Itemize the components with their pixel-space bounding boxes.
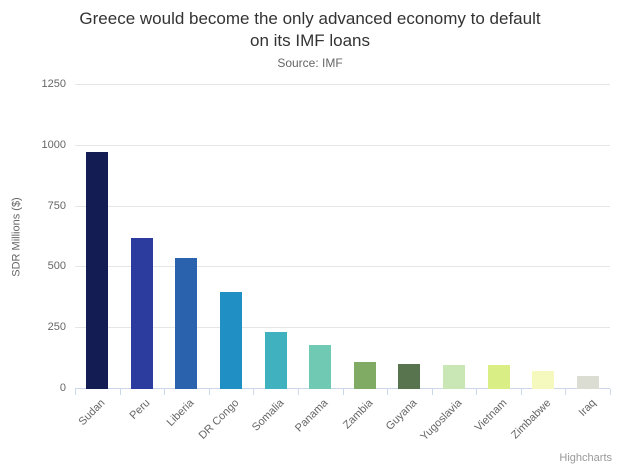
x-axis-tick — [209, 389, 210, 395]
bar-panama[interactable] — [309, 345, 332, 389]
x-axis-line — [75, 388, 610, 389]
bar-yugoslavia[interactable] — [442, 365, 465, 389]
x-axis-tick — [343, 389, 344, 395]
x-axis-tick — [120, 389, 121, 395]
gridline — [75, 205, 610, 207]
y-axis-title: SDR Millions ($) — [11, 197, 23, 277]
chart-title-line2: on its IMF loans — [250, 31, 370, 50]
gridline — [75, 144, 610, 146]
x-axis-tick — [387, 389, 388, 395]
x-axis-tick — [610, 389, 611, 395]
x-axis-tick — [253, 389, 254, 395]
bar-sudan[interactable] — [86, 152, 109, 389]
y-tick-label: 250 — [47, 321, 66, 334]
y-tick-label: 1250 — [41, 78, 66, 90]
gridline — [75, 327, 610, 329]
bar-liberia[interactable] — [175, 258, 198, 389]
x-axis-tick — [521, 389, 522, 395]
x-axis-tick — [164, 389, 165, 395]
bar-dr-congo[interactable] — [220, 292, 243, 389]
chart-subtitle: Source: IMF — [277, 56, 343, 70]
chart-title: Greece would become the only advanced ec… — [0, 8, 620, 52]
x-axis-tick — [476, 389, 477, 395]
x-axis-tick — [432, 389, 433, 395]
bar-zimbabwe[interactable] — [532, 371, 555, 389]
bar-somalia[interactable] — [264, 332, 287, 389]
x-axis-tick — [75, 389, 76, 395]
chart-title-line1: Greece would become the only advanced ec… — [79, 9, 541, 28]
y-tick-label: 1000 — [41, 138, 66, 151]
bar-iraq[interactable] — [576, 376, 599, 389]
bar-zambia[interactable] — [353, 362, 376, 389]
y-tick-label: 0 — [59, 382, 66, 394]
x-axis-tick — [565, 389, 566, 395]
bar-guyana[interactable] — [398, 364, 421, 389]
bar-vietnam[interactable] — [487, 365, 510, 389]
x-axis-tick — [298, 389, 299, 395]
gridline — [75, 266, 610, 268]
y-tick-label: 750 — [47, 199, 66, 212]
y-tick-label: 500 — [47, 260, 66, 273]
gridline — [75, 84, 610, 85]
highcharts-credit[interactable]: Highcharts — [559, 452, 612, 464]
bar-peru[interactable] — [130, 238, 153, 389]
